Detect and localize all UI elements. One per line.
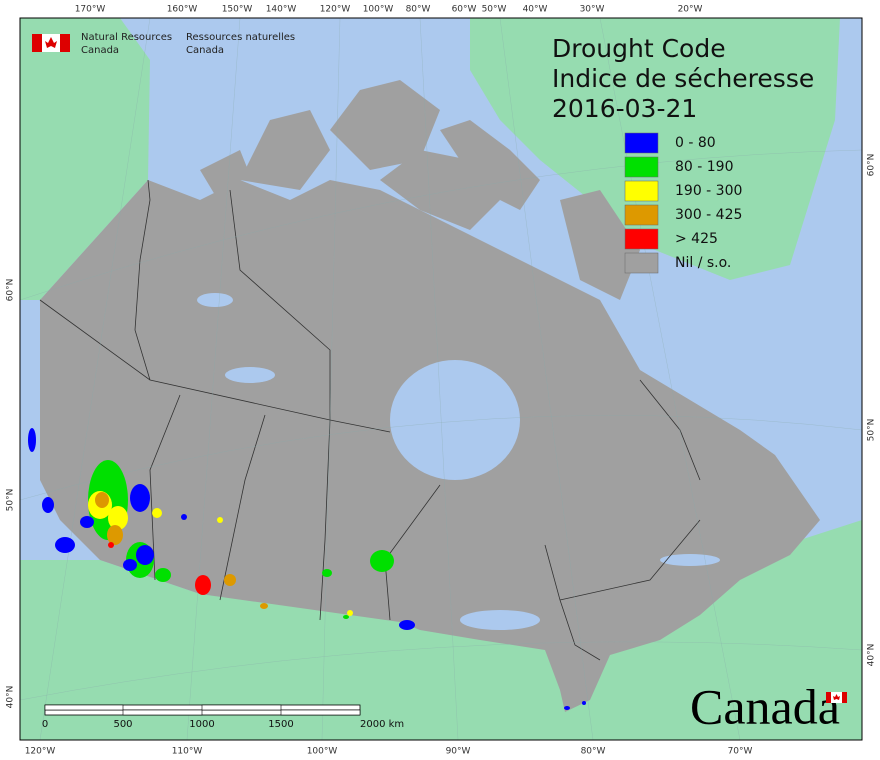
- frame: [19, 17, 863, 741]
- lon-label: 30°W: [580, 5, 605, 15]
- drought-area: [260, 603, 268, 609]
- lat-label: 40°N: [6, 686, 16, 709]
- drought-area: [195, 575, 211, 595]
- drought-area: [582, 701, 586, 705]
- lat-label: 60°N: [6, 279, 16, 302]
- lon-label: 80°W: [406, 5, 431, 15]
- legend-swatch: [624, 204, 659, 226]
- drought-area: [347, 610, 353, 616]
- scale-bar: [44, 704, 361, 716]
- drought-area: [108, 542, 114, 548]
- lon-label: 110°W: [172, 747, 203, 757]
- drought-area: [155, 568, 171, 582]
- agency-en: Natural Resources: [81, 32, 172, 43]
- drought-area: [107, 525, 123, 545]
- nrc-flag: [32, 34, 70, 52]
- legend-swatch: [624, 228, 659, 250]
- lon-label: 90°W: [446, 747, 471, 757]
- agency-fr: Canada: [186, 45, 224, 56]
- scale-label: 1000: [189, 719, 214, 730]
- drought-area: [370, 550, 394, 572]
- lake: [225, 367, 275, 383]
- hudson-bay: [390, 360, 520, 480]
- drought-area: [181, 514, 187, 520]
- drought-area: [399, 620, 415, 630]
- legend-label: 190 - 300: [675, 183, 742, 199]
- drought-patches: [28, 428, 586, 710]
- legend-label: Nil / s.o.: [675, 255, 731, 271]
- drought-area: [136, 545, 154, 565]
- lon-label: 80°W: [581, 747, 606, 757]
- lon-label: 140°W: [266, 5, 297, 15]
- agency-fr: Ressources naturelles: [186, 32, 295, 43]
- lon-label: 120°W: [25, 747, 56, 757]
- lon-label: 170°W: [75, 5, 106, 15]
- alaska: [20, 18, 150, 300]
- drought-area: [322, 569, 332, 577]
- lat-label: 50°N: [6, 489, 16, 512]
- legend-label: > 425: [675, 231, 718, 247]
- drought-area: [130, 484, 150, 512]
- island: [560, 190, 640, 300]
- scale-label: 500: [113, 719, 132, 730]
- legend-swatch: [624, 180, 659, 202]
- drought-area: [95, 492, 109, 508]
- legend-label: 0 - 80: [675, 135, 716, 151]
- drought-area: [343, 615, 349, 619]
- scale-label: 1500: [268, 719, 293, 730]
- drought-area: [42, 497, 54, 513]
- legend: 0 - 80 80 - 190 190 - 300 300 - 425 > 425 Nil…: [624, 132, 742, 274]
- drought-area: [152, 508, 162, 518]
- drought-area: [108, 506, 128, 530]
- lon-label: 70°W: [728, 747, 753, 757]
- lon-label: 50°W: [482, 5, 507, 15]
- island: [240, 110, 330, 190]
- island: [440, 120, 540, 210]
- drought-area: [123, 559, 137, 571]
- lon-label: 160°W: [167, 5, 198, 15]
- lon-label: 20°W: [678, 5, 703, 15]
- drought-area: [55, 537, 75, 553]
- lon-label: 100°W: [307, 747, 338, 757]
- legend-swatch: [624, 252, 659, 274]
- scale-label: 0: [42, 719, 48, 730]
- wordmark-flag: [826, 692, 847, 703]
- legend-label: 80 - 190: [675, 159, 734, 175]
- island: [200, 150, 250, 195]
- agency-en: Canada: [81, 45, 119, 56]
- lon-label: 120°W: [320, 5, 351, 15]
- lat-label: 60°N: [867, 154, 877, 177]
- lake: [460, 610, 540, 630]
- lat-label: 40°N: [867, 644, 877, 667]
- lake: [197, 293, 233, 307]
- legend-swatch: [624, 132, 659, 154]
- drought-area: [217, 517, 223, 523]
- gulf: [660, 554, 720, 566]
- legend-label: 300 - 425: [675, 207, 742, 223]
- lon-label: 40°W: [523, 5, 548, 15]
- island: [330, 80, 440, 170]
- date: 2016-03-21: [552, 94, 697, 123]
- lon-label: 100°W: [363, 5, 394, 15]
- title: Indice de sécheresse: [552, 64, 814, 93]
- drought-area: [80, 516, 94, 528]
- lon-label: 150°W: [222, 5, 253, 15]
- title: Drought Code: [552, 34, 726, 63]
- graticule-lines: [19, 17, 863, 741]
- drought-area: [564, 706, 570, 710]
- lon-label: 60°W: [452, 5, 477, 15]
- canada-wordmark: Canada: [690, 678, 840, 734]
- drought-area: [224, 574, 236, 586]
- scale-label: 2000 km: [360, 719, 404, 730]
- drought-area: [28, 428, 36, 452]
- legend-swatch: [624, 156, 659, 178]
- lat-label: 50°N: [867, 419, 877, 442]
